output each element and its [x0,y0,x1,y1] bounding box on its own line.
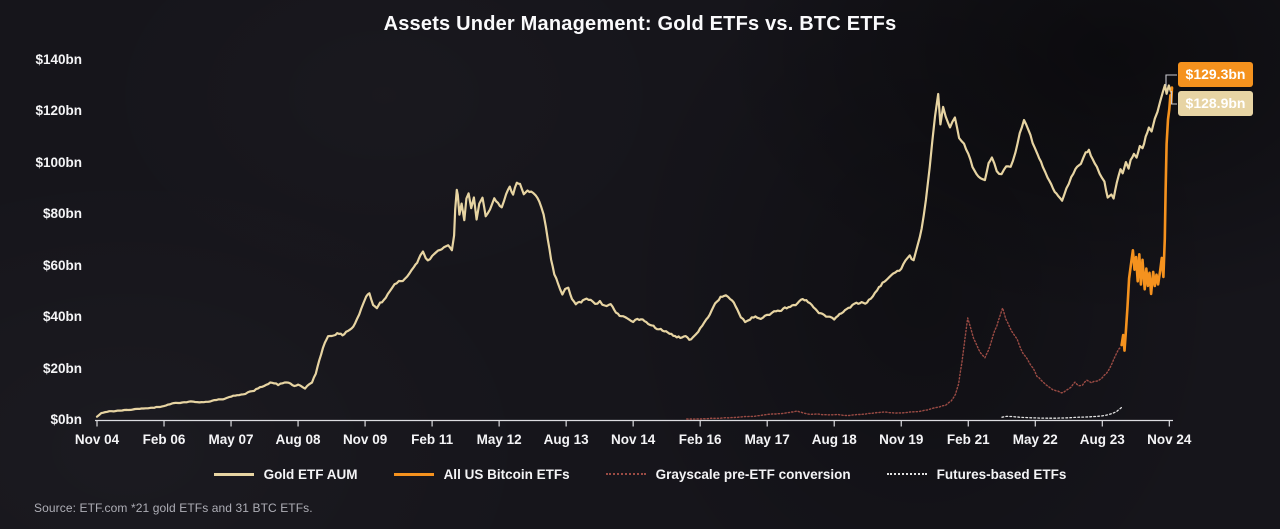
series-line-futures-based-etfs [1001,406,1123,419]
legend-label-gold-etf-aum: Gold ETF AUM [263,466,358,482]
legend-item-grayscale-pre-etf-conversion: Grayscale pre-ETF conversion [605,466,851,482]
gold-end-value-badge: $128.9bn [1178,91,1253,116]
x-tick-label-8: Nov 14 [611,432,656,447]
y-tick-label-3: $80bn [42,206,82,222]
x-tick-label-11: Aug 18 [811,432,857,447]
x-tick-label-6: May 12 [476,432,522,447]
y-tick-label-2: $100bn [35,154,82,170]
y-tick-label-7: $0bn [50,412,82,427]
x-tick-label-0: Nov 04 [74,432,120,447]
legend-swatch-grayscale-pre-etf-conversion [605,473,646,475]
legend-swatch-gold-etf-aum [213,472,254,476]
x-tick-label-10: May 17 [744,432,790,447]
x-tick-label-5: Feb 11 [411,432,454,447]
legend-item-gold-etf-aum: Gold ETF AUM [213,466,358,482]
x-tick-label-16: Nov 24 [1147,432,1192,447]
legend-item-futures-based-etfs: Futures-based ETFs [886,466,1067,482]
y-tick-label-4: $60bn [42,257,82,273]
legend-item-all-us-bitcoin-etfs: All US Bitcoin ETFs [393,466,570,482]
y-tick-label-1: $120bn [35,103,82,119]
legend-label-grayscale-pre-etf-conversion: Grayscale pre-ETF conversion [655,466,851,482]
x-tick-label-3: Aug 08 [275,432,321,447]
legend-label-all-us-bitcoin-etfs: All US Bitcoin ETFs [443,466,570,482]
legend-swatch-all-us-bitcoin-etfs [393,472,434,476]
gold-badge-connector [1170,91,1177,105]
legend-swatch-futures-based-etfs [886,473,927,475]
y-tick-label-0: $140bn [35,52,82,67]
btc-badge-connector [1165,74,1177,86]
x-tick-label-4: Nov 09 [342,432,388,447]
y-tick-label-6: $20bn [42,360,82,376]
x-tick-label-2: May 07 [208,432,254,447]
x-tick-label-7: Aug 13 [543,432,589,447]
y-tick-label-5: $40bn [42,309,82,325]
x-tick-label-9: Feb 16 [678,432,722,447]
series-line-all-us-bitcoin-etfs [1120,86,1174,352]
series-line-gold-etf-aum [95,83,1174,418]
chart-title: Assets Under Management: Gold ETFs vs. B… [383,13,897,35]
x-tick-label-15: Aug 23 [1079,432,1125,447]
x-tick-label-1: Feb 06 [142,432,186,447]
source-note: Source: ETF.com *21 gold ETFs and 31 BTC… [34,501,313,515]
x-tick-label-13: Feb 21 [946,432,990,447]
x-tick-label-14: May 22 [1012,432,1058,447]
chart-legend: Gold ETF AUM All US Bitcoin ETFs Grayscale… [0,462,1280,486]
legend-label-futures-based-etfs: Futures-based ETFs [936,466,1067,482]
x-tick-label-12: Nov 19 [879,432,924,447]
btc-end-value-badge: $129.3bn [1178,62,1253,87]
series-line-grayscale-pre-etf-conversion [686,307,1122,420]
